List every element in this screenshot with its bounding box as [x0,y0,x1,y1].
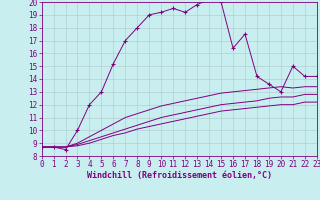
X-axis label: Windchill (Refroidissement éolien,°C): Windchill (Refroidissement éolien,°C) [87,171,272,180]
